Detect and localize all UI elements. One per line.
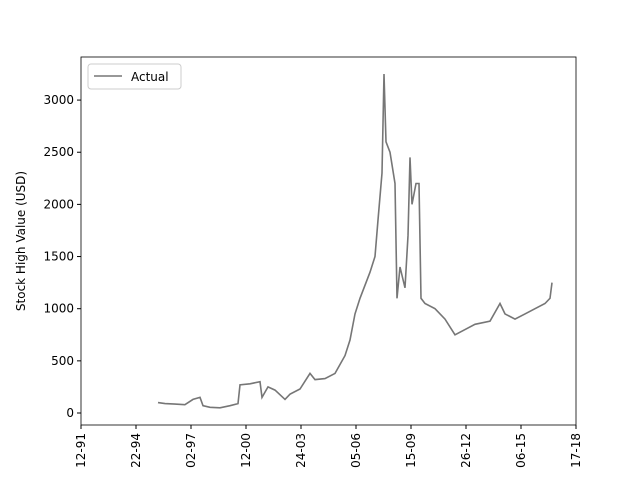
x-tick-label: 24-03 — [294, 433, 308, 468]
x-tick-label: 17-18 — [569, 433, 583, 468]
x-tick-label: 06-15 — [514, 433, 528, 468]
x-tick-label: 02-97 — [184, 433, 198, 468]
x-tick-label: 26-12 — [459, 433, 473, 468]
axes-frame — [80, 56, 577, 426]
y-tick-label: 2000 — [43, 197, 74, 211]
y-tick-label: 3000 — [43, 93, 74, 107]
y-axis-label: Stock High Value (USD) — [14, 171, 28, 311]
legend-box — [87, 63, 182, 90]
y-tick-label: 0 — [66, 406, 74, 420]
x-tick-label: 12-91 — [74, 433, 88, 468]
x-tick-label: 22-94 — [129, 433, 143, 468]
x-tick-label: 05-06 — [349, 433, 363, 468]
legend-label: Actual — [131, 70, 169, 84]
y-tick-label: 1500 — [43, 250, 74, 264]
x-tick-label: 15-09 — [404, 433, 418, 468]
y-tick-label: 2500 — [43, 145, 74, 159]
data-line — [157, 73, 553, 409]
y-tick-label: 500 — [51, 354, 74, 368]
y-tick-label: 1000 — [43, 302, 74, 316]
x-tick-label: 12-00 — [239, 433, 253, 468]
